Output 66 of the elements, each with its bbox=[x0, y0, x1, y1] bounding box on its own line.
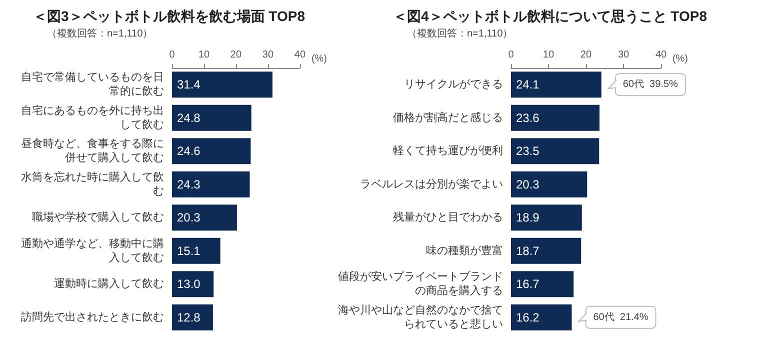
chart-subtitle: （複数回答：n=1,110） bbox=[407, 28, 513, 40]
data-label: 23.5 bbox=[516, 144, 540, 158]
bar bbox=[172, 171, 250, 198]
data-label: 16.7 bbox=[516, 277, 540, 292]
y-tick-label: 軽くて持ち運びが便利 bbox=[393, 144, 503, 158]
x-tick-label: 0 bbox=[169, 50, 176, 60]
chart-subtitle: （複数回答：n=1,110） bbox=[47, 28, 153, 40]
data-label: 31.4 bbox=[177, 78, 201, 92]
data-label: 18.9 bbox=[516, 210, 540, 225]
bar bbox=[511, 204, 582, 231]
bar bbox=[511, 271, 574, 298]
bar bbox=[172, 204, 237, 231]
y-tick-label: 値段が安いプライベートブランドの商品を購入する bbox=[338, 270, 503, 298]
data-label: 16.2 bbox=[516, 310, 540, 324]
bar bbox=[511, 238, 582, 264]
x-tick-label: 10 bbox=[542, 50, 554, 60]
bar bbox=[511, 304, 572, 330]
x-tick-label: 30 bbox=[618, 50, 630, 60]
data-label: 24.3 bbox=[177, 177, 201, 192]
bar bbox=[172, 72, 272, 98]
data-label: 20.3 bbox=[177, 210, 201, 225]
data-label: 18.7 bbox=[516, 244, 540, 258]
data-label: 24.1 bbox=[516, 78, 540, 92]
data-label: 24.8 bbox=[177, 110, 201, 125]
bar bbox=[511, 171, 588, 198]
bar bbox=[511, 72, 602, 98]
annotation: 60代 21.4% bbox=[593, 312, 648, 323]
x-tick-label: 20 bbox=[580, 50, 592, 60]
bar bbox=[511, 104, 600, 131]
x-tick-label: 10 bbox=[198, 50, 210, 60]
y-tick-label: 訪問先で出されたときに飲む bbox=[21, 310, 164, 324]
y-tick-label: リサイクルができる bbox=[404, 78, 503, 91]
bar bbox=[172, 304, 213, 330]
bar bbox=[172, 238, 220, 264]
y-tick-label: ラベルレスは分別が楽でよい bbox=[360, 178, 503, 190]
data-label: 23.6 bbox=[516, 110, 540, 125]
data-label: 20.3 bbox=[516, 177, 540, 192]
y-tick-label: 海や川や山など自然のなかで捨てられていると悲しい bbox=[338, 303, 503, 330]
data-label: 15.1 bbox=[177, 244, 201, 258]
bar bbox=[172, 138, 251, 164]
x-tick-label: 20 bbox=[230, 50, 242, 60]
y-tick-label: 職場や学校で購入して飲む bbox=[32, 210, 164, 224]
x-axis-title: (%) bbox=[311, 54, 328, 64]
y-tick-label: 味の種類が豊富 bbox=[426, 244, 503, 257]
annotation: 60代 39.5% bbox=[622, 79, 678, 90]
x-tick-label: 30 bbox=[262, 50, 274, 60]
chart-title: ＜図3＞ペットボトル飲料を飲む場面 TOP8 bbox=[33, 8, 306, 24]
x-tick-label: 40 bbox=[655, 50, 667, 60]
y-tick-label: 価格が割高だと感じる bbox=[393, 110, 503, 124]
y-tick-label: 昼食時など、食事をする際に併せて購入して飲む bbox=[21, 137, 164, 164]
y-tick-label: 運動時に購入して飲む bbox=[54, 277, 164, 290]
bar bbox=[511, 138, 600, 164]
y-tick-label: 自宅にあるものを外に持ち出して飲む bbox=[21, 104, 164, 131]
data-label: 12.8 bbox=[177, 310, 201, 324]
x-tick-label: 40 bbox=[294, 50, 306, 60]
chart-title: ＜図4＞ペットボトル飲料について思うこと TOP8 bbox=[393, 8, 708, 25]
bar bbox=[172, 104, 252, 131]
x-tick-label: 0 bbox=[508, 50, 514, 60]
data-label: 13.0 bbox=[177, 277, 201, 292]
y-tick-label: 水筒を忘れた時に購入して飲む bbox=[21, 170, 164, 198]
y-tick-label: 自宅で常備しているものを日常的に飲む bbox=[21, 70, 164, 98]
y-tick-label: 残量がひと目でわかる bbox=[393, 210, 503, 224]
y-tick-label: 通勤や通学など、移動中に購入して飲む bbox=[21, 236, 164, 264]
data-label: 24.6 bbox=[177, 144, 201, 158]
bar bbox=[172, 271, 214, 298]
x-axis-title: (%) bbox=[672, 54, 688, 64]
